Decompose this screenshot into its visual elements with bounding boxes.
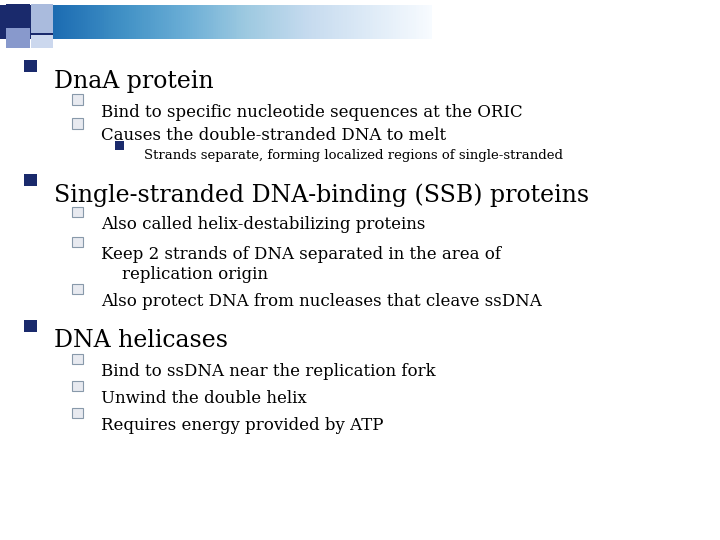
- Text: Unwind the double helix: Unwind the double helix: [101, 390, 307, 407]
- Bar: [72, 408, 83, 418]
- Bar: [24, 60, 37, 72]
- Bar: [72, 284, 83, 294]
- Bar: [31, 35, 53, 48]
- Bar: [115, 141, 124, 150]
- Text: DNA helicases: DNA helicases: [54, 329, 228, 353]
- Bar: [0, 5, 53, 39]
- Text: Also protect DNA from nucleases that cleave ssDNA: Also protect DNA from nucleases that cle…: [101, 293, 541, 309]
- Text: Also called helix-destabilizing proteins: Also called helix-destabilizing proteins: [101, 216, 426, 233]
- Text: Bind to specific nucleotide sequences at the ORIC: Bind to specific nucleotide sequences at…: [101, 104, 523, 120]
- Text: DnaA protein: DnaA protein: [54, 70, 214, 93]
- Bar: [72, 381, 83, 391]
- Bar: [72, 94, 83, 105]
- Bar: [72, 207, 83, 217]
- Bar: [31, 4, 53, 33]
- Text: Strands separate, forming localized regions of single-stranded: Strands separate, forming localized regi…: [144, 149, 563, 162]
- Text: Keep 2 strands of DNA separated in the area of
    replication origin: Keep 2 strands of DNA separated in the a…: [101, 246, 501, 283]
- Bar: [72, 354, 83, 364]
- Bar: [72, 118, 83, 129]
- Bar: [24, 320, 37, 332]
- Bar: [6, 28, 30, 48]
- Text: Single-stranded DNA-binding (SSB) proteins: Single-stranded DNA-binding (SSB) protei…: [54, 184, 589, 207]
- Bar: [72, 237, 83, 247]
- Bar: [6, 4, 30, 27]
- Bar: [24, 174, 37, 186]
- Text: Requires energy provided by ATP: Requires energy provided by ATP: [101, 417, 383, 434]
- Text: Bind to ssDNA near the replication fork: Bind to ssDNA near the replication fork: [101, 363, 436, 380]
- Text: Causes the double-stranded DNA to melt: Causes the double-stranded DNA to melt: [101, 127, 446, 144]
